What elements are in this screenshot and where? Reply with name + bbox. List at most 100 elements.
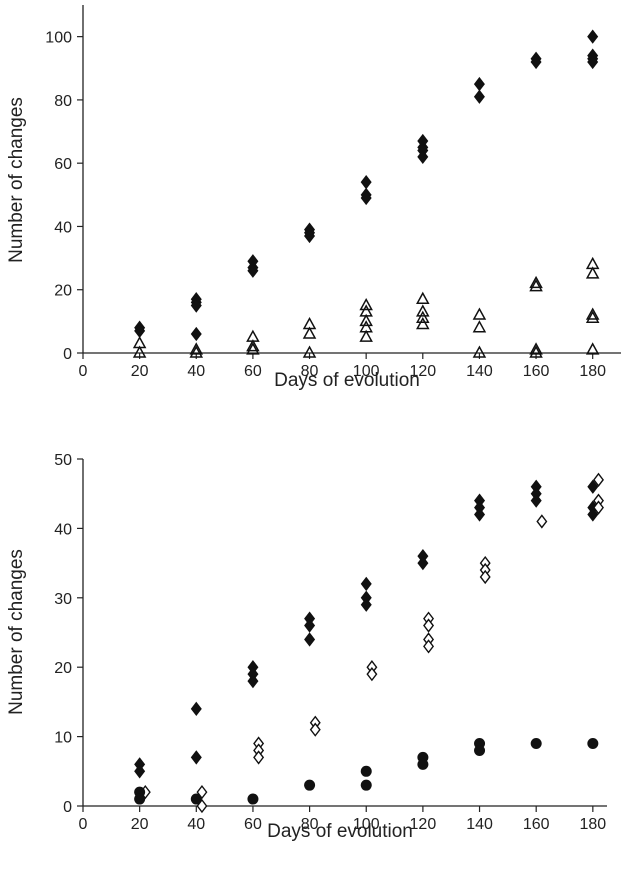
filled-circle-point [134,793,146,805]
y-tick-label: 0 [63,346,72,363]
x-tick-label: 120 [409,363,436,380]
y-tick-label: 80 [54,93,72,110]
x-tick-label: 40 [187,816,205,833]
filled-diamond-point [247,263,259,278]
open-diamond-point [593,500,604,515]
open-triangle-point [416,310,430,323]
open-triangle-point [416,291,430,304]
x-tick-label: 160 [523,363,550,380]
x-tick-label: 120 [410,816,437,833]
open-diamond-point [423,639,435,654]
filled-diamond-point [587,29,599,44]
x-tick-label: 60 [244,816,262,833]
open-diamond-point [253,750,265,765]
open-diamond-point [309,722,321,737]
y-tick-label: 100 [45,30,72,47]
open-triangle-point [246,339,260,352]
filled-diamond-point [304,228,316,244]
open-triangle-point [472,345,487,358]
x-tick-label: 80 [301,816,319,833]
open-triangle-point [132,345,147,358]
open-triangle-point [416,316,430,330]
y-tick-label: 60 [54,156,72,173]
filled-circle-point [587,738,599,750]
open-triangle-point [302,326,317,339]
filled-diamond-point [473,89,485,104]
filled-circle-point [360,779,372,791]
filled-diamond-point [587,54,599,70]
filled-circle-point [360,765,372,777]
open-triangle-point [585,310,600,323]
filled-diamond-point [530,54,542,70]
top-scatter-panel: 0 20 40 60 80 100 120 140 160 180020406080100Days… [6,5,621,391]
y-tick-label: 10 [54,730,72,747]
open-triangle-point [585,266,600,279]
filled-diamond-point [190,298,202,313]
filled-diamond-point [417,149,429,165]
filled-diamond-point [473,76,485,92]
y-tick-label: 30 [54,591,72,608]
open-triangle-point [529,342,543,355]
filled-diamond-point [134,764,146,779]
open-triangle-point [189,342,204,355]
x-tick-label: 100 [353,816,380,833]
x-tick-label: 140 [466,816,493,833]
x-axis-label: Days of evolution [267,821,413,842]
filled-diamond-point [360,190,372,206]
x-tick-label: 0 [79,363,88,380]
x-tick-label: 40 [187,363,205,380]
y-tick-label: 50 [54,452,72,469]
open-triangle-point [529,279,543,292]
y-axis-label: Number of changes [6,549,27,715]
filled-diamond-point [360,175,372,190]
x-tick-label: 180 [579,816,606,833]
filled-diamond-point [587,507,599,522]
open-diamond-point [479,569,491,585]
open-triangle-point [302,345,317,358]
open-triangle-point [529,345,543,358]
open-triangle-point [359,329,373,342]
filled-circle-point [474,744,486,756]
open-triangle-point [359,297,373,311]
filled-diamond-point [190,701,202,716]
open-triangle-point [585,307,600,320]
x-tick-label: 80 [301,363,319,380]
x-tick-label: 180 [579,363,606,380]
filled-diamond-point [360,597,372,612]
filled-diamond-point [247,673,259,689]
filled-circle-point [247,793,259,805]
filled-diamond-point [304,618,316,633]
filled-diamond-point [360,576,372,592]
y-axis-label: Number of changes [6,97,27,263]
open-diamond-point [423,618,435,633]
open-triangle-point [246,342,260,355]
x-tick-label: 60 [244,363,262,380]
open-triangle-point [472,307,487,320]
open-triangle-point [189,345,204,358]
filled-circle-point [190,793,202,805]
open-diamond-point [366,666,378,682]
open-triangle-point [529,275,543,289]
filled-diamond-point [304,632,316,647]
filled-diamond-point [530,493,542,508]
x-tick-label: 160 [523,816,550,833]
y-tick-label: 0 [63,799,72,816]
x-tick-label: 140 [466,363,493,380]
filled-diamond-point [190,326,202,342]
y-tick-label: 40 [54,521,72,538]
x-tick-label: 20 [131,816,149,833]
filled-diamond-point [417,555,429,571]
open-diamond-point [593,472,604,487]
filled-diamond-point [190,750,202,765]
filled-diamond-point [474,507,486,522]
x-tick-label: 0 [79,816,88,833]
open-triangle-point [585,342,600,355]
y-tick-label: 40 [54,219,72,236]
x-tick-label: 100 [353,363,380,380]
x-tick-label: 20 [131,363,149,380]
filled-diamond-point [587,479,599,494]
open-diamond-point [536,514,548,529]
bottom-scatter-panel: 0 20 40 60 80 100 120 140 160 180 0 10 20 30 40 50 Days … [6,452,607,842]
y-tick-label: 20 [54,283,72,300]
